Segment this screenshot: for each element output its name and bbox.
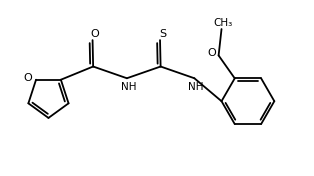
Text: NH: NH: [121, 82, 136, 92]
Text: O: O: [90, 29, 99, 39]
Text: NH: NH: [188, 82, 203, 92]
Text: O: O: [24, 73, 32, 83]
Text: S: S: [159, 29, 166, 39]
Text: CH₃: CH₃: [214, 18, 233, 28]
Text: O: O: [207, 48, 216, 58]
